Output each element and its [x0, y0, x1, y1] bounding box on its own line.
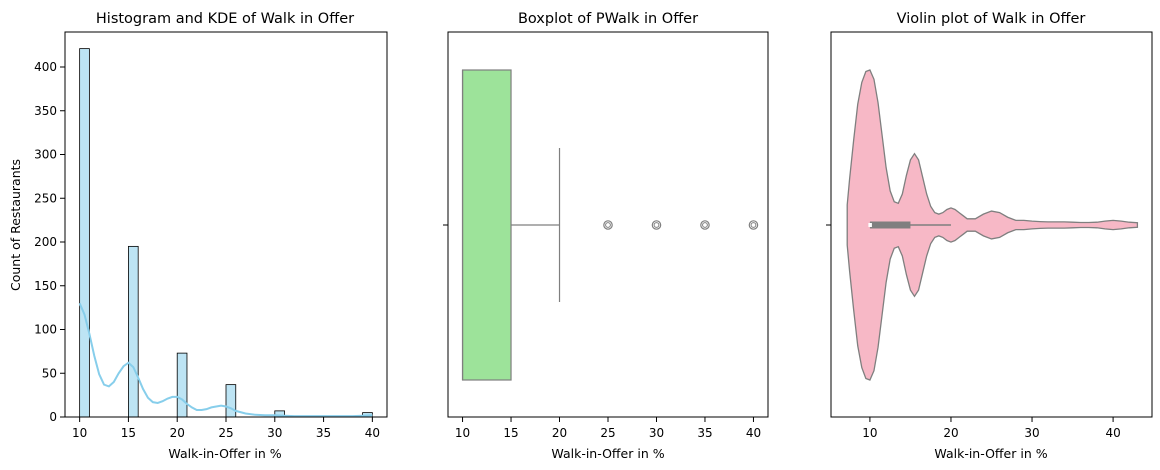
y-axis-ticks: 0 50 100 150 200 250 300 350 400 — [34, 60, 65, 424]
kde-line — [78, 302, 373, 418]
x-tick-label: 25 — [218, 426, 233, 440]
violin-panel: Violin plot of Walk in Offer 10 20 30 40 Wa… — [826, 11, 1153, 461]
boxplot-outlier — [605, 222, 611, 228]
boxplot-title: Boxplot of PWalk in Offer — [518, 11, 698, 27]
histogram-ylabel: Count of Restaurants — [8, 159, 23, 291]
histogram-bar — [225, 384, 237, 418]
x-tick-label: 15 — [121, 426, 136, 440]
violin-shape — [846, 69, 1139, 381]
x-tick-label: 20 — [552, 426, 567, 440]
y-tick-label: 0 — [49, 410, 57, 424]
y-tick-label: 300 — [34, 148, 57, 162]
y-tick-label: 400 — [34, 60, 57, 74]
boxplot-box — [461, 69, 512, 381]
histogram-bar — [79, 48, 90, 418]
x-axis-ticks: 10 20 30 40 — [862, 417, 1121, 440]
y-tick-label: 100 — [34, 323, 57, 337]
x-tick-label: 25 — [600, 426, 615, 440]
boxplot-frame — [447, 31, 769, 418]
y-tick-label: 200 — [34, 235, 57, 249]
y-tick-label: 150 — [34, 279, 57, 293]
x-tick-label: 10 — [455, 426, 470, 440]
x-tick-label: 10 — [72, 426, 87, 440]
boxplot-outlier — [702, 222, 708, 228]
violin-inner-box — [868, 221, 951, 229]
boxplot-outlier — [748, 220, 759, 230]
boxplot-outlier — [750, 222, 757, 228]
histogram-xlabel: Walk-in-Offer in % — [168, 446, 281, 461]
x-tick-label: 30 — [267, 426, 282, 440]
x-tick-label: 40 — [365, 426, 380, 440]
violin-median-marker — [868, 223, 872, 227]
boxplot-outliers — [603, 220, 759, 230]
y-tick-label: 250 — [34, 191, 57, 205]
violin-iqr-box — [869, 221, 911, 229]
histogram-bar — [128, 245, 139, 418]
violin-xlabel: Walk-in-Offer in % — [934, 446, 1047, 461]
boxplot-panel: Boxplot of PWalk in Offer 10 15 20 25 30 35 40… — [443, 11, 769, 461]
boxplot-outlier — [653, 222, 660, 228]
boxplot-outlier — [603, 220, 613, 230]
x-tick-label: 35 — [697, 426, 712, 440]
boxplot-outlier — [700, 220, 710, 230]
x-tick-label: 40 — [1105, 426, 1120, 440]
boxplot-xlabel: Walk-in-Offer in % — [551, 446, 664, 461]
x-tick-label: 15 — [503, 426, 518, 440]
boxplot-outlier — [651, 220, 662, 230]
x-tick-label: 20 — [943, 426, 958, 440]
violin-title: Violin plot of Walk in Offer — [897, 11, 1086, 27]
x-tick-label: 40 — [746, 426, 761, 440]
histogram-bar — [176, 352, 188, 418]
boxplot-body — [461, 69, 561, 381]
histogram-panel: Histogram and KDE of Walk in Offer 10 15 2… — [8, 11, 388, 461]
x-tick-label: 20 — [170, 426, 185, 440]
y-tick-label: 350 — [34, 104, 57, 118]
violin-frame — [830, 31, 1153, 418]
x-tick-label: 30 — [1024, 426, 1039, 440]
y-tick-label: 50 — [42, 366, 57, 380]
x-axis-ticks: 10 15 20 25 30 35 40 — [455, 417, 761, 440]
histogram-frame — [64, 31, 388, 418]
x-axis-ticks: 10 15 20 25 30 35 40 — [72, 417, 380, 440]
histogram-title: Histogram and KDE of Walk in Offer — [96, 11, 354, 27]
x-tick-label: 30 — [649, 426, 664, 440]
x-tick-label: 10 — [862, 426, 877, 440]
x-tick-label: 35 — [316, 426, 331, 440]
